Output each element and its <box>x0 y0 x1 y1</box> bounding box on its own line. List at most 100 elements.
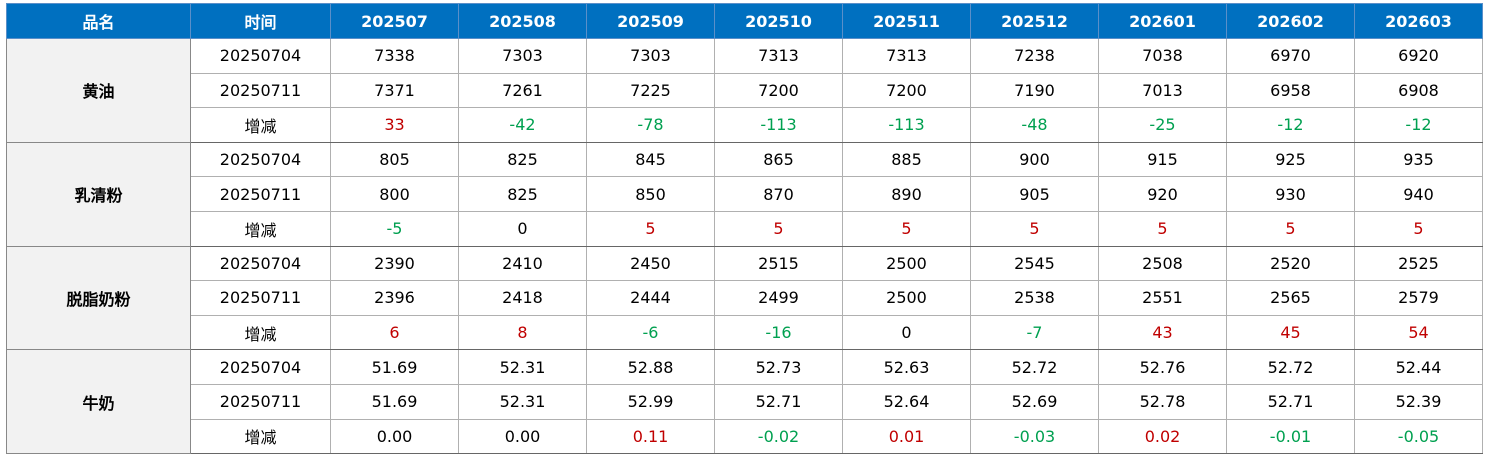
header-cell: 202603 <box>1354 3 1483 39</box>
price-cell: 885 <box>842 141 971 178</box>
price-cell: 800 <box>330 176 459 212</box>
price-cell: 7313 <box>714 38 843 74</box>
table-row: 增减 6 8 -6 -16 0 -7 43 45 54 <box>7 314 1483 351</box>
price-cell: 52.39 <box>1354 383 1483 420</box>
date-cell: 增减 <box>190 210 331 247</box>
price-cell: 2538 <box>970 280 1099 316</box>
table-row: 牛奶 20250704 51.69 52.31 52.88 52.73 52.63 52.72… <box>6 349 1483 454</box>
header-cell: 202508 <box>458 3 587 39</box>
change-cell: 0.01 <box>842 418 971 454</box>
header-cell: 202510 <box>714 3 843 39</box>
header-cell: 202509 <box>586 3 715 39</box>
header-cell: 202602 <box>1226 3 1355 39</box>
table-row: 黄油 20250704 7338 7303 7303 7313 7313 7238 7038 69… <box>6 38 1483 143</box>
price-cell: 52.76 <box>1098 349 1227 385</box>
table-row: 20250711 2396 2418 2444 2499 2500 2538 2551 2565… <box>7 280 1483 316</box>
price-cell: 6970 <box>1226 38 1355 74</box>
price-cell: 2515 <box>714 245 843 282</box>
change-cell: -0.01 <box>1226 418 1355 454</box>
change-cell: 5 <box>586 210 715 247</box>
price-cell: 2450 <box>586 245 715 282</box>
price-cell: 2525 <box>1354 245 1483 282</box>
price-cell: 925 <box>1226 141 1355 178</box>
change-cell: -78 <box>586 107 715 143</box>
change-cell: 0.00 <box>458 418 587 454</box>
table-row: 脱脂奶粉 20250704 2390 2410 2450 2515 2500 2545 2508… <box>6 245 1483 351</box>
price-cell: 7303 <box>586 38 715 74</box>
price-cell: 870 <box>714 176 843 212</box>
date-cell: 增减 <box>190 107 331 143</box>
date-cell: 20250711 <box>190 383 331 420</box>
date-cell: 增减 <box>190 314 331 351</box>
price-cell: 2545 <box>970 245 1099 282</box>
change-cell: 5 <box>1354 210 1483 247</box>
header-cell: 202601 <box>1098 3 1227 39</box>
change-cell: 0 <box>458 210 587 247</box>
change-cell: -0.03 <box>970 418 1099 454</box>
price-cell: 2500 <box>842 245 971 282</box>
price-cell: 825 <box>458 141 587 178</box>
change-cell: 5 <box>714 210 843 247</box>
change-cell: 0.02 <box>1098 418 1227 454</box>
price-cell: 2508 <box>1098 245 1227 282</box>
price-cell: 6958 <box>1226 72 1355 109</box>
date-cell: 20250711 <box>190 72 331 109</box>
table-body: 黄油 20250704 7338 7303 7303 7313 7313 7238 7038 69… <box>6 38 1483 454</box>
change-cell: -6 <box>586 314 715 351</box>
change-cell: 33 <box>330 107 459 143</box>
change-cell: -16 <box>714 314 843 351</box>
change-cell: 0.00 <box>330 418 459 454</box>
price-table: 品名 时间 202507 202508 202509 202510 202511 202512… <box>6 3 1483 454</box>
price-cell: 930 <box>1226 176 1355 212</box>
date-cell: 20250711 <box>190 280 331 316</box>
price-cell: 7238 <box>970 38 1099 74</box>
price-cell: 2565 <box>1226 280 1355 316</box>
price-cell: 7261 <box>458 72 587 109</box>
product-name: 牛奶 <box>6 349 191 454</box>
price-cell: 52.71 <box>714 383 843 420</box>
change-cell: 5 <box>842 210 971 247</box>
price-cell: 52.64 <box>842 383 971 420</box>
price-cell: 2579 <box>1354 280 1483 316</box>
price-cell: 7190 <box>970 72 1099 109</box>
change-cell: 43 <box>1098 314 1227 351</box>
change-cell: -7 <box>970 314 1099 351</box>
date-cell: 20250704 <box>190 349 331 385</box>
date-cell: 20250711 <box>190 176 331 212</box>
header-cell: 时间 <box>190 3 331 39</box>
price-cell: 51.69 <box>330 383 459 420</box>
table-row: 20250711 800 825 850 870 890 905 920 930 940 <box>7 176 1483 212</box>
date-cell: 增减 <box>190 418 331 454</box>
price-cell: 52.88 <box>586 349 715 385</box>
header-cell: 202512 <box>970 3 1099 39</box>
price-cell: 920 <box>1098 176 1227 212</box>
change-cell: 54 <box>1354 314 1483 351</box>
price-cell: 850 <box>586 176 715 212</box>
price-cell: 2499 <box>714 280 843 316</box>
table-row: 乳清粉 20250704 805 825 845 865 885 900 915 925 935 <box>6 141 1483 247</box>
price-cell: 52.69 <box>970 383 1099 420</box>
price-cell: 52.71 <box>1226 383 1355 420</box>
table-row: 20250711 7371 7261 7225 7200 7200 7190 7013 6958… <box>7 72 1483 109</box>
change-cell: -12 <box>1226 107 1355 143</box>
product-name: 脱脂奶粉 <box>6 245 191 351</box>
table-row: 增减 0.00 0.00 0.11 -0.02 0.01 -0.03 0.02 -0.01 -0.… <box>7 418 1483 454</box>
header-cell: 202511 <box>842 3 971 39</box>
price-cell: 52.72 <box>970 349 1099 385</box>
price-cell: 52.99 <box>586 383 715 420</box>
price-cell: 51.69 <box>330 349 459 385</box>
date-cell: 20250704 <box>190 245 331 282</box>
change-cell: 6 <box>330 314 459 351</box>
change-cell: -113 <box>842 107 971 143</box>
price-cell: 2500 <box>842 280 971 316</box>
price-cell: 52.31 <box>458 383 587 420</box>
change-cell: -113 <box>714 107 843 143</box>
price-cell: 2418 <box>458 280 587 316</box>
price-cell: 6908 <box>1354 72 1483 109</box>
price-cell: 7038 <box>1098 38 1227 74</box>
price-cell: 935 <box>1354 141 1483 178</box>
price-cell: 52.72 <box>1226 349 1355 385</box>
price-cell: 7303 <box>458 38 587 74</box>
header-row: 品名 时间 202507 202508 202509 202510 202511 202512… <box>6 3 1483 39</box>
